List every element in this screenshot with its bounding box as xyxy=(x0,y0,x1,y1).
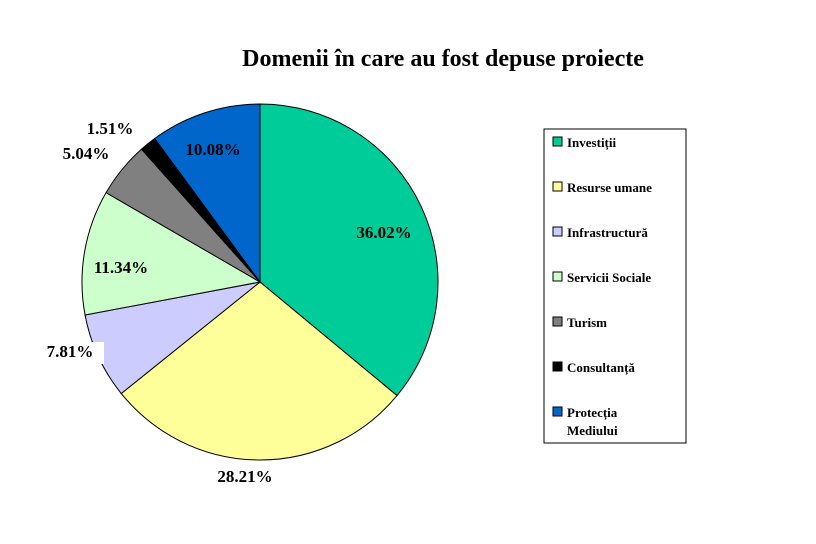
legend-swatch xyxy=(552,406,563,417)
data-label: 7.81% xyxy=(47,342,94,361)
legend-entry: Infrastructură xyxy=(567,225,648,240)
legend-swatch xyxy=(552,316,563,327)
pie-slice xyxy=(153,103,261,284)
pie-slice xyxy=(120,281,398,461)
pie-slice xyxy=(81,191,262,316)
legend-entry: Protecția Mediului xyxy=(567,405,618,438)
data-label-background xyxy=(36,342,104,364)
pie-labels: 36.02% 28.21% 7.81% 11.34% 5.04% 1.51% 10.08% xyxy=(36,119,412,486)
legend-entry: Resurse umane xyxy=(567,180,652,195)
data-label: 5.04% xyxy=(63,144,110,163)
data-label: 28.21% xyxy=(217,467,272,486)
data-label: 11.34% xyxy=(94,258,148,277)
legend-entry: Turism xyxy=(567,315,607,330)
legend-swatch xyxy=(552,226,563,237)
legend-entry: Servicii Sociale xyxy=(567,270,651,285)
legend-entry: Investiții xyxy=(567,135,617,151)
legend-swatch xyxy=(552,181,563,192)
legend-swatch xyxy=(552,361,563,372)
legend-box xyxy=(543,128,687,444)
data-label: 10.08% xyxy=(185,140,240,159)
legend-swatch xyxy=(552,136,563,147)
data-label: 36.02% xyxy=(356,223,411,242)
pie-slice xyxy=(259,103,439,397)
legend-entry: Consultanță xyxy=(567,360,635,376)
chart-title: Domenii în care au fost depuse proiecte xyxy=(242,46,644,72)
data-label: 1.51% xyxy=(87,119,134,138)
legend: Investiții Resurse umane Infrastructură Ser… xyxy=(543,128,687,444)
legend-swatch xyxy=(552,271,563,282)
pie-slices xyxy=(81,103,439,461)
